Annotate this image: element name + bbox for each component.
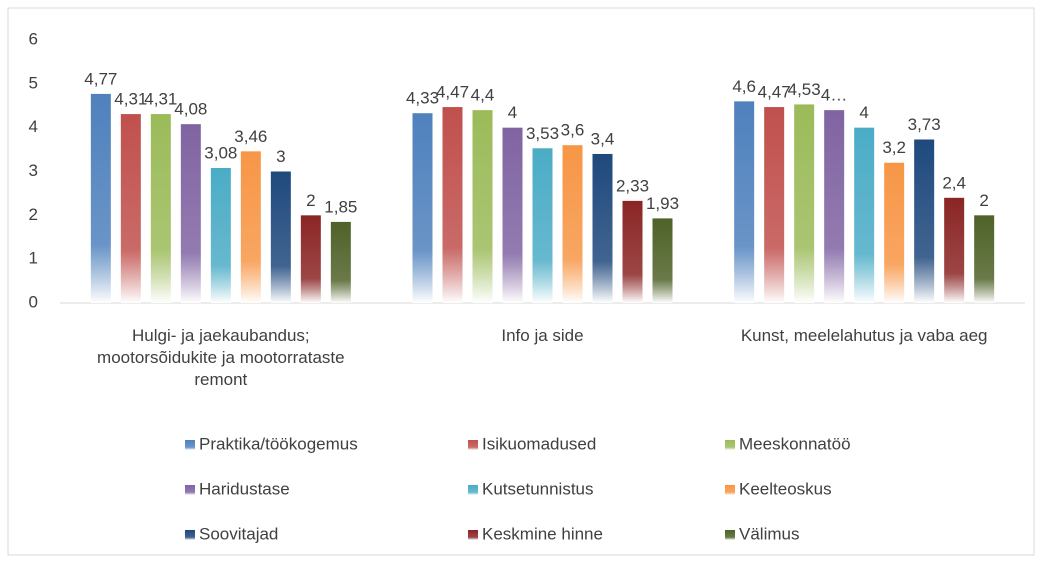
data-label: 4,77 (84, 69, 117, 88)
bar (734, 101, 755, 303)
data-label: 4,31 (114, 90, 147, 109)
y-tick-label: 4 (29, 117, 38, 136)
bar (240, 151, 261, 303)
legend-swatch (725, 440, 735, 450)
legend-swatch (725, 530, 735, 540)
data-label: 1,93 (646, 194, 679, 213)
data-label: 3,4 (591, 129, 615, 148)
legend-swatch (185, 440, 195, 450)
data-label: 4 (859, 103, 868, 122)
data-label: 4 (508, 103, 517, 122)
data-label: 2,33 (616, 176, 649, 195)
x-tick-label: Kunst, meelelahutus ja vaba aeg (740, 326, 988, 345)
legend-swatch (468, 440, 478, 450)
bar (884, 162, 905, 303)
data-label: 4,4 (471, 86, 495, 105)
legend-swatch (185, 485, 195, 495)
x-tick-label: Info ja side (501, 326, 584, 345)
y-tick-label: 3 (29, 161, 38, 180)
bar (824, 110, 845, 303)
bar (90, 93, 111, 303)
data-label: 3,6 (561, 121, 585, 140)
bar (622, 200, 643, 303)
legend-swatch (468, 530, 478, 540)
bar (592, 153, 613, 303)
data-label: 4,31 (144, 90, 177, 109)
data-label: 3 (276, 147, 285, 166)
data-label: 2,4 (942, 173, 966, 192)
legend-label: Soovitajad (199, 524, 278, 543)
legend-swatch (468, 485, 478, 495)
y-tick-label: 5 (29, 73, 38, 92)
data-label: 2 (306, 191, 315, 210)
bar (330, 221, 351, 303)
data-label: 1,85 (324, 197, 357, 216)
y-tick-label: 2 (29, 205, 38, 224)
bar (562, 145, 583, 303)
data-label: 3,73 (908, 115, 941, 134)
bar (532, 148, 553, 303)
y-tick-label: 1 (29, 249, 38, 268)
x-tick-label: Hulgi- ja jaekaubandus; mootorsõidukite … (97, 326, 345, 389)
data-label: 3,08 (204, 143, 237, 162)
bar (210, 167, 231, 303)
data-label: 4,33 (406, 89, 439, 108)
bar (412, 113, 433, 304)
data-label: 4,6 (732, 77, 756, 96)
data-label: 4,47 (758, 83, 791, 102)
bar (794, 104, 815, 303)
bar (914, 139, 935, 303)
bar (180, 124, 201, 303)
bar (300, 215, 321, 303)
data-label: 4,08 (174, 100, 207, 119)
data-label: 3,46 (234, 127, 267, 146)
legend-label: Isikuomadused (482, 434, 596, 453)
bar (764, 107, 785, 303)
bar (442, 107, 463, 303)
data-label: 4,53 (788, 80, 821, 99)
data-label: 3,53 (526, 124, 559, 143)
legend-label: Kutsetunnistus (482, 479, 594, 498)
bar (974, 215, 995, 303)
legend-label: Välimus (739, 524, 799, 543)
data-label: 4… (821, 86, 847, 105)
bar (502, 127, 523, 304)
data-label: 3,2 (882, 138, 906, 157)
chart-border (7, 7, 1035, 556)
legend-swatch (185, 530, 195, 540)
bar (472, 110, 493, 303)
legend-label: Praktika/töökogemus (199, 434, 358, 453)
bar (854, 127, 875, 304)
legend-label: Keelteoskus (739, 479, 832, 498)
y-tick-label: 0 (29, 292, 38, 311)
legend-label: Meeskonnatöö (739, 434, 851, 453)
y-tick-label: 6 (29, 29, 38, 48)
data-label: 2 (979, 191, 988, 210)
bar (944, 197, 965, 303)
bar (652, 218, 673, 303)
bar (270, 171, 291, 303)
data-label: 4,47 (436, 83, 469, 102)
bar (150, 114, 171, 303)
legend-label: Haridustase (199, 479, 290, 498)
bar (120, 114, 141, 303)
legend-swatch (725, 485, 735, 495)
legend-label: Keskmine hinne (482, 524, 603, 543)
